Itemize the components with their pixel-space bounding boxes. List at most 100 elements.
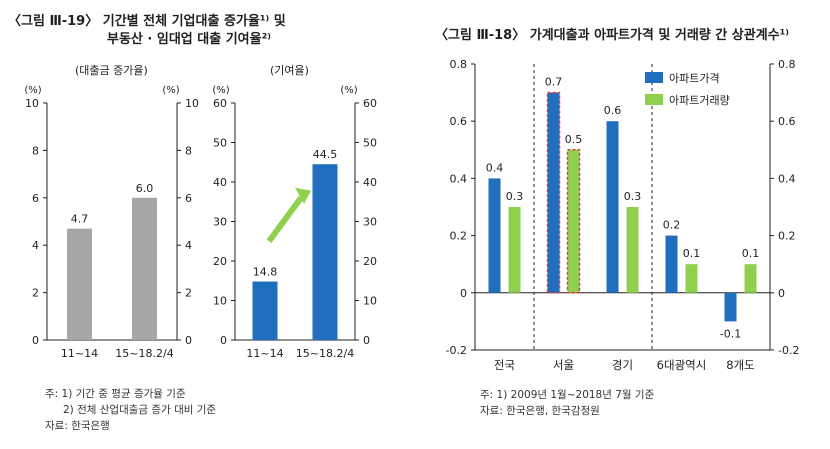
unit-left: (%) xyxy=(212,85,229,96)
y-tick-label-right: 10 xyxy=(185,97,199,110)
bar-아파트거래량-8개도 xyxy=(744,264,757,293)
bar-value-label: 0.4 xyxy=(486,161,504,174)
legend-swatch xyxy=(645,72,663,83)
y-tick-label-left: 0 xyxy=(220,334,227,347)
bar-11~14 xyxy=(67,228,92,340)
bar-value-label: 0.3 xyxy=(624,190,642,203)
bar-아파트거래량-6대광역시 xyxy=(685,264,698,293)
y-tick-label-right: 0.6 xyxy=(778,115,796,128)
y-tick-label-left: 0.4 xyxy=(450,172,468,185)
y-tick-label-right: 0.8 xyxy=(778,58,796,71)
x-tick-label: 11~14 xyxy=(246,347,283,360)
bar-value-label: 0.3 xyxy=(506,190,524,203)
arrow-shaft xyxy=(266,196,304,244)
legend-swatch xyxy=(645,94,663,105)
legend-label: 아파트거래량 xyxy=(669,94,730,107)
left-chart-title-line1: 〈그림 Ⅲ-19〉 기간별 전체 기업대출 증가율¹⁾ 및 xyxy=(8,14,286,29)
y-tick-label-right: 0 xyxy=(778,287,785,300)
y-tick-label-right: 0.4 xyxy=(778,172,796,185)
bar-value-label: 4.7 xyxy=(71,213,89,226)
x-tick-label: 8개도 xyxy=(726,358,754,372)
left-chart-title-line2: 부동산 · 임대업 대출 기여율²⁾ xyxy=(107,32,272,47)
growth-arrow-icon xyxy=(266,187,311,244)
bar-15~18.2/4 xyxy=(312,164,338,340)
x-tick-label: 6대광역시 xyxy=(657,358,707,372)
y-tick-label-left: 50 xyxy=(213,137,227,150)
right-note-1: 주: 1) 2009년 1월~2018년 7월 기준 xyxy=(480,389,655,401)
y-tick-label-left: 0.2 xyxy=(450,230,468,243)
bar-아파트가격-6대광역시 xyxy=(665,235,678,293)
x-tick-label: 15~18.2/4 xyxy=(296,347,354,360)
chart-loan-growth: 0 02 24 46 68 810 10(%) (%)4.711~146.015~18.2/4 xyxy=(24,85,199,360)
y-tick-label-right: 4 xyxy=(185,239,192,252)
bar-value-label: -0.1 xyxy=(720,327,741,340)
arrow-head xyxy=(295,187,311,204)
y-tick-label-right: 30 xyxy=(363,216,377,229)
y-tick-label-right: 8 xyxy=(185,144,192,157)
y-tick-label-right: 0 xyxy=(363,334,370,347)
y-tick-label-left: 0 xyxy=(32,334,39,347)
bar-value-label: 44.5 xyxy=(313,148,338,161)
y-tick-label-right: 50 xyxy=(363,137,377,150)
y-tick-label-right: 0 xyxy=(185,334,192,347)
y-tick-label-left: -0.2 xyxy=(446,344,467,357)
panel2-label: (기여율) xyxy=(270,64,309,77)
x-tick-label: 경기 xyxy=(612,358,633,372)
y-tick-label-left: 30 xyxy=(213,216,227,229)
right-chart-title: 〈그림 Ⅲ-18〉 가계대출과 아파트가격 및 거래량 간 상관계수¹⁾ xyxy=(435,28,790,43)
bar-value-label: 0.6 xyxy=(604,104,622,117)
y-tick-label-left: 4 xyxy=(32,239,39,252)
bar-value-label: 0.2 xyxy=(663,219,681,232)
bar-15~18.2/4 xyxy=(132,197,157,340)
bar-value-label: 6.0 xyxy=(136,182,154,195)
bar-아파트가격-서울 xyxy=(546,91,561,294)
y-tick-label-left: 60 xyxy=(213,97,227,110)
unit-left: (%) xyxy=(24,85,41,96)
chart-correlation: -0.2 -0.2 0 0 0.2 0.2 0.4 0.4 0.6 0.6 0.8 0.8 0.4 0.3… xyxy=(446,58,800,372)
y-tick-label-right: -0.2 xyxy=(778,344,799,357)
y-tick-label-left: 0.8 xyxy=(450,58,468,71)
bar-value-label: 0.1 xyxy=(742,247,760,260)
y-tick-label-right: 0.2 xyxy=(778,230,796,243)
bar-아파트거래량-서울 xyxy=(566,149,581,294)
y-tick-label-left: 40 xyxy=(213,176,227,189)
right-note-source: 자료: 한국은행, 한국감정원 xyxy=(480,405,600,417)
y-tick-label-right: 40 xyxy=(363,176,377,189)
legend-label: 아파트가격 xyxy=(669,72,720,85)
unit-right: (%) xyxy=(340,85,357,96)
y-tick-label-right: 6 xyxy=(185,192,192,205)
y-tick-label-left: 6 xyxy=(32,192,39,205)
x-tick-label: 15~18.2/4 xyxy=(115,347,173,360)
bar-value-label: 0.5 xyxy=(565,133,583,146)
bar-value-label: 14.8 xyxy=(253,266,278,279)
y-tick-label-left: 10 xyxy=(213,295,227,308)
left-note-source: 자료: 한국은행 xyxy=(45,420,110,432)
bar-11~14 xyxy=(252,281,278,340)
y-tick-label-left: 8 xyxy=(32,144,39,157)
bar-아파트거래량-전국 xyxy=(508,207,521,293)
y-tick-label-right: 60 xyxy=(363,97,377,110)
bar-value-label: 0.1 xyxy=(683,247,701,260)
panel1-label: (대출금 증가율) xyxy=(75,64,148,77)
y-tick-label-left: 2 xyxy=(32,287,39,300)
y-tick-label-left: 20 xyxy=(213,255,227,268)
left-note-2: 2) 전체 산업대출금 증가 대비 기준 xyxy=(63,404,217,416)
x-tick-label: 서울 xyxy=(553,358,574,372)
bar-아파트거래량-경기 xyxy=(626,207,639,293)
unit-right: (%) xyxy=(162,85,179,96)
left-note-1: 주: 1) 기간 중 평균 증가율 기준 xyxy=(45,388,186,400)
y-tick-label-left: 10 xyxy=(25,97,39,110)
bar-아파트가격-8개도 xyxy=(724,292,737,322)
y-tick-label-left: 0 xyxy=(460,287,467,300)
bar-value-label: 0.7 xyxy=(545,76,563,89)
bar-아파트가격-전국 xyxy=(488,178,501,293)
y-tick-label-left: 0.6 xyxy=(450,115,468,128)
y-tick-label-right: 10 xyxy=(363,295,377,308)
bar-아파트가격-경기 xyxy=(606,121,619,293)
y-tick-label-right: 20 xyxy=(363,255,377,268)
x-tick-label: 전국 xyxy=(494,358,515,372)
x-tick-label: 11~14 xyxy=(61,347,98,360)
